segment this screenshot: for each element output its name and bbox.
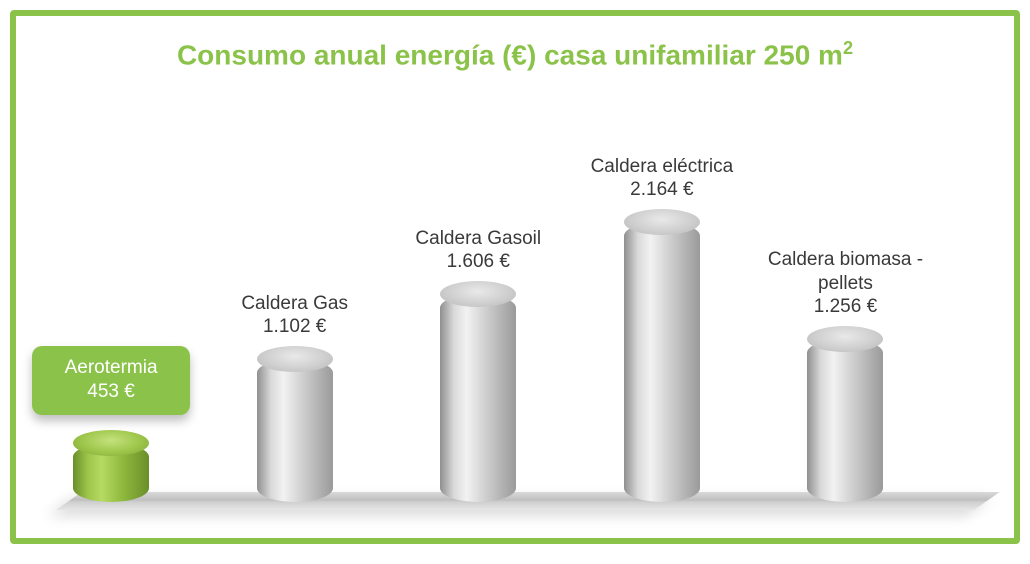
bar-top xyxy=(257,346,333,372)
bar-label-gas: Caldera Gas1.102 € xyxy=(205,292,385,340)
plot-area: Aerotermia453 €Caldera Gas1.102 €Caldera… xyxy=(56,120,974,510)
bar-label-name: Caldera biomasa - pellets xyxy=(755,248,935,296)
bar-aerotermia xyxy=(73,443,149,502)
chart-title: Consumo anual energía (€) casa unifamili… xyxy=(16,38,1014,71)
bar-label-value: 1.256 € xyxy=(755,295,935,319)
bar-label-electrica: Caldera eléctrica2.164 € xyxy=(572,155,752,203)
bar-label-biomasa: Caldera biomasa - pellets1.256 € xyxy=(755,248,935,319)
chart-title-sup: 2 xyxy=(843,38,853,58)
highlight-bubble-aerotermia: Aerotermia453 € xyxy=(32,346,190,415)
bubble-name: Aerotermia xyxy=(46,356,176,381)
bar-top xyxy=(624,209,700,235)
bar-electrica xyxy=(624,222,700,502)
bar-label-value: 2.164 € xyxy=(572,178,752,202)
bar-top xyxy=(440,281,516,307)
bar-label-name: Caldera Gasoil xyxy=(388,227,568,251)
bar-label-value: 1.102 € xyxy=(205,315,385,339)
bar-biomasa xyxy=(807,339,883,502)
bar-gasoil xyxy=(440,294,516,502)
bar-top xyxy=(807,326,883,352)
bar-body xyxy=(807,339,883,502)
bar-body xyxy=(257,359,333,502)
bar-top xyxy=(73,430,149,456)
chart-title-text: Consumo anual energía (€) casa unifamili… xyxy=(177,39,843,70)
bar-label-gasoil: Caldera Gasoil1.606 € xyxy=(388,227,568,275)
bar-label-name: Caldera Gas xyxy=(205,292,385,316)
bubble-value: 453 € xyxy=(46,380,176,405)
bar-gas xyxy=(257,359,333,502)
bar-body xyxy=(624,222,700,502)
bar-label-value: 1.606 € xyxy=(388,250,568,274)
bar-label-name: Caldera eléctrica xyxy=(572,155,752,179)
bar-body xyxy=(440,294,516,502)
chart-frame: Consumo anual energía (€) casa unifamili… xyxy=(10,10,1020,544)
